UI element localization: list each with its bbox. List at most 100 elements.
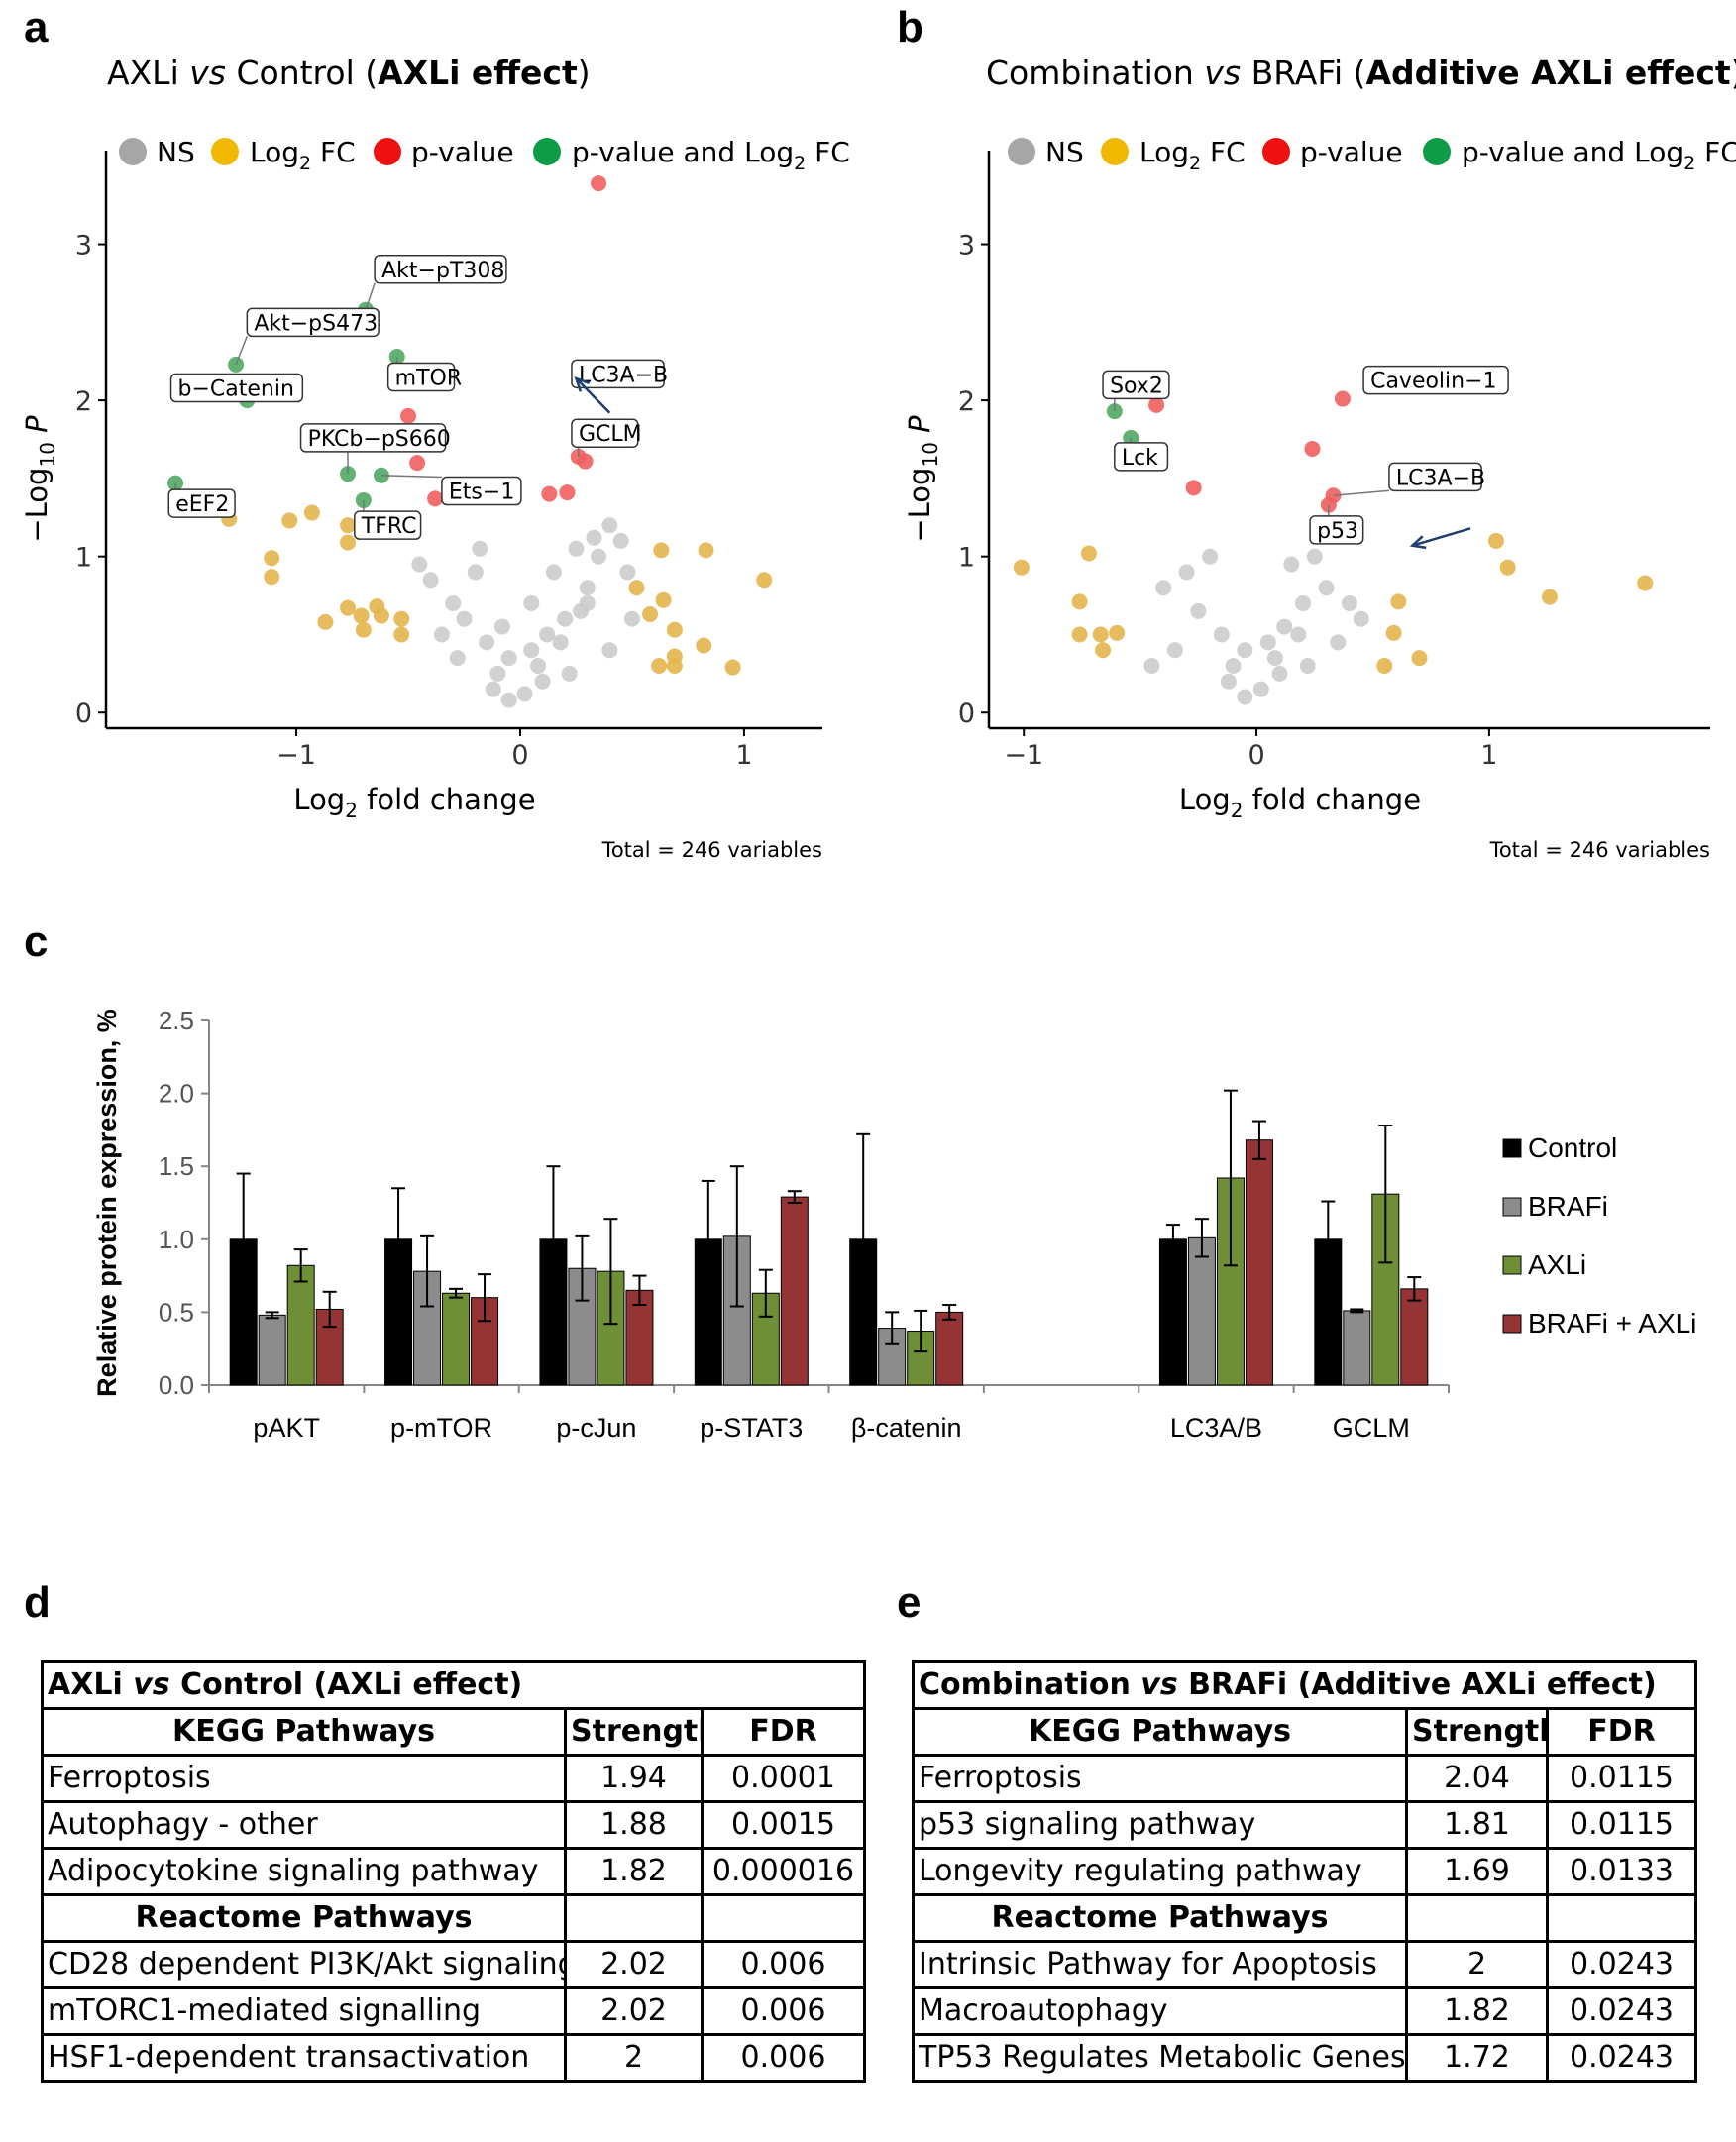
- bar: [258, 1314, 286, 1386]
- table-header-row: KEGG Pathways Strength FDR: [912, 1707, 1698, 1757]
- category-label: p-STAT3: [700, 1413, 803, 1443]
- data-point-p: [1334, 390, 1351, 407]
- bar-chart-c: 0.0 0.5 1.0 1.5 2.0 2.5 Relative protein expre…: [92, 1006, 1696, 1443]
- data-point-fc: [281, 512, 298, 529]
- y-tick-label: 2: [75, 386, 92, 417]
- label-box: [299, 423, 447, 453]
- data-point-ns: [489, 665, 506, 682]
- table-row: p53 signaling pathway 1.81 0.0115: [912, 1800, 1698, 1850]
- data-point-ns: [1237, 689, 1253, 705]
- panel-label-b: b: [897, 3, 923, 52]
- data-point-ns: [523, 642, 540, 659]
- bar: [442, 1292, 471, 1386]
- label-box: [1309, 515, 1364, 545]
- data-point-ns: [456, 610, 473, 627]
- legend-swatch: [1502, 1255, 1522, 1275]
- legend-p-marker: [1262, 138, 1290, 165]
- kegg-header: KEGG Pathways: [41, 1707, 567, 1757]
- data-point-fc: [642, 605, 659, 622]
- data-point-ns: [485, 681, 501, 697]
- category-label: pAKT: [253, 1413, 320, 1443]
- table-row: Macroautophagy 1.82 0.0243: [912, 1986, 1698, 2036]
- data-point-fc: [628, 580, 645, 596]
- data-point-ns: [1259, 634, 1276, 651]
- data-point-ns: [1225, 657, 1242, 674]
- point-label: b−Catenin: [178, 377, 294, 402]
- data-point-fc: [1092, 626, 1109, 643]
- legend-ns-marker: [1008, 138, 1035, 165]
- table-header-row: KEGG Pathways Strength FDR: [41, 1707, 866, 1757]
- fdr-value: 0.006: [701, 1986, 866, 2036]
- strength-value: 2.04: [1405, 1754, 1549, 1803]
- data-point-fc: [393, 626, 410, 643]
- bar: [780, 1196, 809, 1386]
- y-tick-label: 1: [958, 543, 975, 574]
- table-e: Combination vs BRAFi (Additive AXLi effe…: [911, 1660, 1698, 2083]
- legend-ns-label: NS: [157, 136, 195, 168]
- data-point-fc: [1071, 593, 1088, 610]
- y-tick-label: 0: [75, 698, 92, 729]
- data-point-ns: [601, 517, 618, 534]
- category-label: LC3A/B: [1170, 1413, 1262, 1443]
- data-point-fc: [724, 659, 741, 676]
- data-point-fc: [1080, 545, 1097, 562]
- data-point-ns: [612, 532, 629, 549]
- data-point-p: [1148, 396, 1165, 413]
- fdr-value: 0.0243: [1545, 1986, 1698, 2036]
- data-point-ns: [561, 665, 578, 682]
- x-axis-label: Log2 fold change: [1179, 783, 1421, 822]
- label-box: [571, 418, 639, 448]
- data-point-ns: [467, 564, 484, 581]
- data-point-ns: [1276, 618, 1293, 635]
- data-point-ns: [1306, 548, 1323, 565]
- y-tick-label: 0.0: [159, 1370, 194, 1400]
- pathway-name: Adipocytokine signaling pathway: [41, 1847, 567, 1896]
- category-label: GCLM: [1333, 1413, 1410, 1443]
- pathway-name: Intrinsic Pathway for Apoptosis: [912, 1940, 1408, 1989]
- data-point-ns: [1342, 594, 1357, 611]
- y-tick-label: 2.5: [159, 1006, 194, 1035]
- data-point-ns: [1271, 665, 1288, 682]
- point-label: mTOR: [395, 366, 462, 390]
- fdr-value: 0.006: [701, 2033, 866, 2083]
- bar: [935, 1311, 964, 1386]
- pathway-name: CD28 dependent PI3K/Akt signaling: [41, 1940, 567, 1989]
- volcano-plot-a: −1 0 1 0 1 2 3 Log2 fold change −Log10 P Total = …: [20, 151, 822, 862]
- data-point-p: [541, 485, 558, 502]
- pathway-name: p53 signaling pathway: [912, 1800, 1408, 1850]
- data-point-ns: [552, 634, 569, 651]
- empty-cell: [701, 1893, 866, 1943]
- data-point-fc: [1071, 626, 1088, 643]
- data-point-fc: [264, 550, 280, 567]
- volcano-plot-b: −1 0 1 0 1 2 3 Log2 fold change −Log10 P Total = …: [903, 151, 1710, 862]
- label-box: [374, 255, 507, 284]
- data-point-ns: [572, 602, 589, 619]
- reactome-header: Reactome Pathways: [41, 1893, 567, 1943]
- panel-label-e: e: [897, 1578, 921, 1627]
- legend-label: BRAFi: [1528, 1191, 1608, 1222]
- bar: [1187, 1236, 1216, 1386]
- legend-swatch: [1502, 1314, 1522, 1334]
- pathway-name: Autophagy - other: [41, 1800, 567, 1850]
- point-label: PKCb−pS660: [308, 427, 451, 452]
- data-point-fc: [340, 534, 357, 551]
- data-point-ns: [1202, 548, 1219, 565]
- empty-cell: [1545, 1893, 1698, 1943]
- data-point-p: [1304, 440, 1321, 457]
- data-point-ns: [500, 692, 517, 708]
- x-tick-label: 0: [511, 740, 528, 771]
- fdr-header: FDR: [701, 1707, 866, 1757]
- strength-value: 2: [1405, 1940, 1549, 1989]
- panel-label-c: c: [24, 917, 48, 966]
- point-label: p53: [1317, 519, 1358, 544]
- legend-fc-label: Log2 FC: [1139, 136, 1246, 174]
- data-point-fc: [1109, 624, 1126, 641]
- legend-label: Control: [1528, 1132, 1617, 1163]
- point-label: Caveolin−1: [1370, 370, 1496, 394]
- data-point-p: [577, 453, 594, 470]
- point-label: TFRC: [361, 514, 417, 539]
- pathway-name: Longevity regulating pathway: [912, 1847, 1408, 1896]
- point-label: GCLM: [579, 422, 642, 447]
- data-point-ns: [1299, 657, 1316, 674]
